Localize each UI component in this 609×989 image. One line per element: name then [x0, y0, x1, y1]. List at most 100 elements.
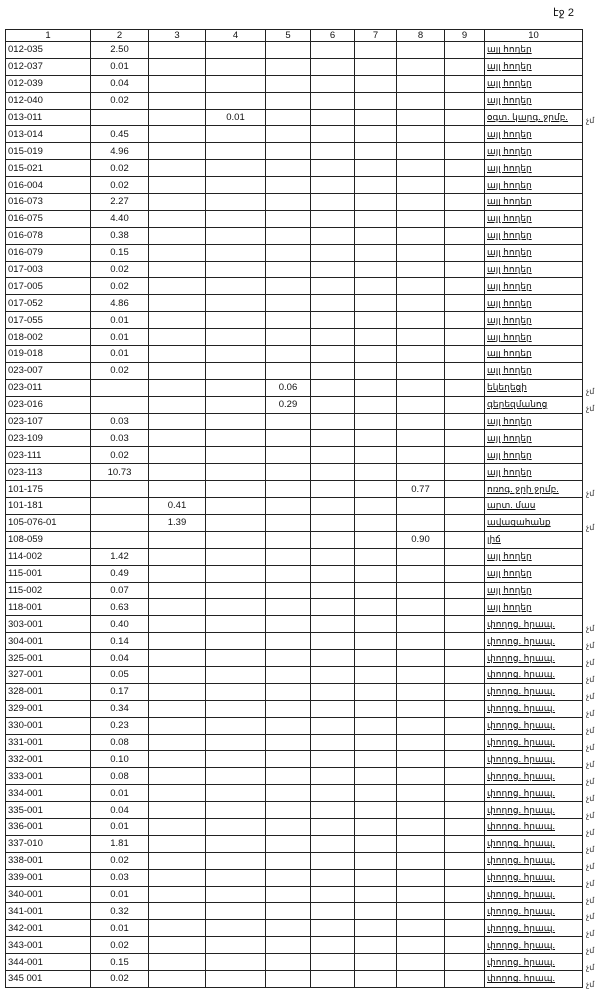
area-cell-col5	[265, 446, 311, 465]
area-cell-col9	[444, 429, 485, 448]
table-row: 016-073 2.27 այլ հողեր	[5, 193, 583, 211]
area-cell-col5	[265, 547, 311, 566]
parcel-code: 101-181	[5, 497, 91, 515]
land-use-cell: այլ հողեր	[484, 226, 583, 245]
area-cell-col9	[444, 851, 485, 870]
area-cell-col9	[444, 446, 485, 465]
area-cell-col9	[444, 750, 485, 769]
area-cell-col8	[396, 260, 445, 279]
area-cell-col8	[396, 125, 445, 144]
area-cell-col5	[265, 969, 311, 988]
parcel-code: 336-001	[5, 817, 91, 836]
land-use-cell: այլ հողեր	[484, 328, 583, 347]
area-cell-col4: 0.01	[205, 108, 266, 127]
area-cell-col3	[148, 294, 206, 313]
area-cell-col4	[205, 716, 266, 735]
area-cell-col5	[265, 885, 311, 904]
land-use-cell: այլ հողեր	[484, 193, 583, 211]
land-use-cell: այլ հողեր	[484, 446, 583, 465]
area-cell-col3	[148, 209, 206, 228]
area-cell-col5	[265, 125, 311, 144]
area-cell-col9	[444, 41, 485, 59]
area-cell-col8	[396, 615, 445, 634]
area-cell-col9	[444, 226, 485, 245]
area-cell-col2	[90, 108, 149, 127]
land-use-cell: լիճ	[484, 530, 583, 549]
area-cell-col4	[205, 649, 266, 667]
area-cell-col4	[205, 277, 266, 296]
parcel-code: 334-001	[5, 784, 91, 803]
parcel-code: 023-107	[5, 412, 91, 431]
margin-mark: չմ	[586, 759, 595, 769]
area-cell-col3	[148, 682, 206, 701]
area-cell-col7	[354, 193, 397, 211]
area-cell-col7	[354, 801, 397, 819]
table-row: 013-014 0.45 այլ հողեր	[5, 125, 583, 144]
area-cell-col3	[148, 784, 206, 803]
parcel-code: 016-073	[5, 193, 91, 211]
table-row: 118-001 0.63 այլ հողեր	[5, 598, 583, 617]
area-cell-col5	[265, 243, 311, 262]
area-cell-col2: 0.03	[90, 868, 149, 887]
area-cell-col5	[265, 733, 311, 752]
area-cell-col4	[205, 750, 266, 769]
area-cell-col4	[205, 294, 266, 313]
table-row: 330-001 0.23 փողոց. հրապ.	[5, 716, 583, 735]
area-cell-col9	[444, 125, 485, 144]
area-cell-col4	[205, 784, 266, 803]
parcel-code: 325-001	[5, 649, 91, 667]
margin-mark: չմ	[586, 658, 595, 668]
area-cell-col3	[148, 598, 206, 617]
area-cell-col4	[205, 209, 266, 228]
area-cell-col8	[396, 851, 445, 870]
land-use-cell: փողոց. հրապ.	[484, 716, 583, 735]
area-cell-col7	[354, 513, 397, 532]
area-cell-col3	[148, 615, 206, 634]
area-cell-col9	[444, 243, 485, 262]
area-cell-col5: 0.29	[265, 395, 311, 414]
area-cell-col4	[205, 345, 266, 363]
parcel-code: 114-002	[5, 547, 91, 566]
area-cell-col9	[444, 345, 485, 363]
table-row: 013-011 0.01 օգտ. կարգ. ջրմբ.	[5, 108, 583, 127]
area-cell-col8	[396, 446, 445, 465]
area-cell-col5	[265, 699, 311, 718]
table-row: 339-001 0.03 փողոց. հրապ.	[5, 868, 583, 887]
area-cell-col2: 0.15	[90, 243, 149, 262]
table-row: 345 001 0.02 փողոց. հրապ.	[5, 969, 583, 988]
area-cell-col9	[444, 361, 485, 380]
area-cell-col6	[310, 784, 355, 803]
area-cell-col7	[354, 699, 397, 718]
area-cell-col9	[444, 885, 485, 904]
table-row: 114-002 1.42 այլ հողեր	[5, 547, 583, 566]
area-cell-col4	[205, 193, 266, 211]
area-cell-col2: 0.23	[90, 716, 149, 735]
parcel-code: 331-001	[5, 733, 91, 752]
area-cell-col3	[148, 142, 206, 161]
area-cell-col3	[148, 902, 206, 921]
margin-mark: չմ	[586, 403, 595, 413]
area-cell-col5	[265, 412, 311, 431]
area-cell-col7	[354, 750, 397, 769]
area-cell-col6	[310, 108, 355, 127]
area-cell-col5	[265, 834, 311, 853]
margin-mark: չմ	[586, 810, 595, 820]
area-cell-col3	[148, 480, 206, 499]
land-use-cell: այլ հողեր	[484, 243, 583, 262]
area-cell-col6	[310, 564, 355, 583]
area-cell-col5	[265, 902, 311, 921]
area-cell-col8	[396, 885, 445, 904]
margin-mark: չմ	[586, 675, 595, 685]
area-cell-col8	[396, 361, 445, 380]
table-row: 023-113 10.73 այլ հողեր	[5, 463, 583, 482]
area-cell-col4	[205, 547, 266, 566]
area-cell-col9	[444, 632, 485, 651]
land-use-cell: այլ հողեր	[484, 361, 583, 380]
area-cell-col9	[444, 936, 485, 955]
area-cell-col9	[444, 834, 485, 853]
area-cell-col5: 0.06	[265, 378, 311, 397]
area-cell-col5	[265, 632, 311, 651]
area-cell-col7	[354, 649, 397, 667]
area-cell-col3	[148, 969, 206, 988]
margin-mark: չմ	[586, 895, 595, 905]
